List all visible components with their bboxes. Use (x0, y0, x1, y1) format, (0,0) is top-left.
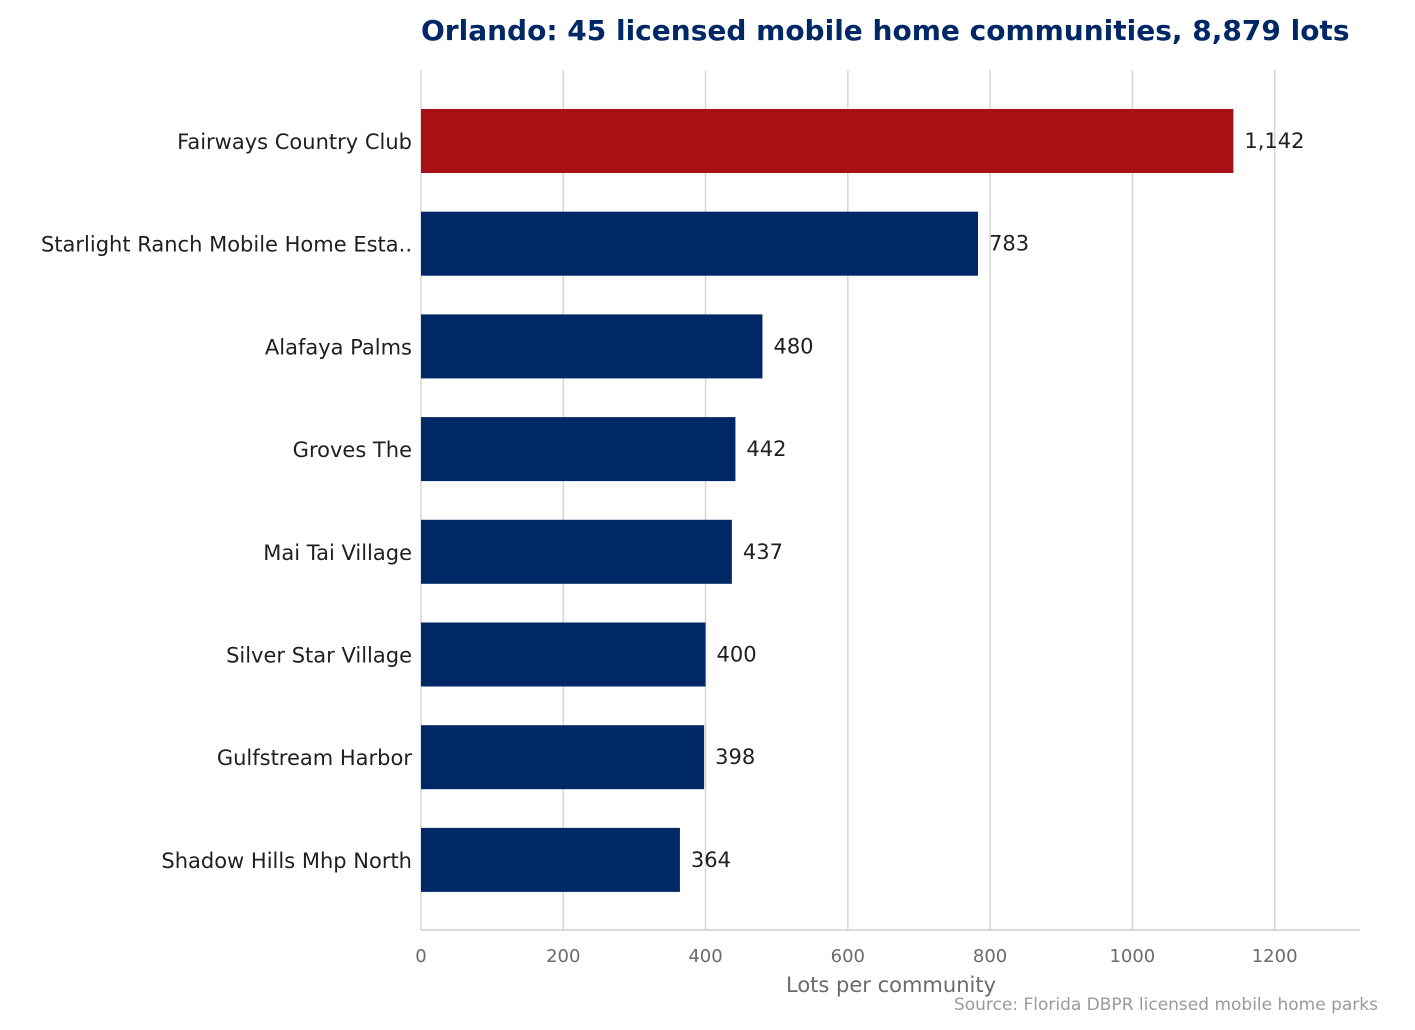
labels: 0 200 400 600 800 1000 1200 Fairways Country Cl… (41, 129, 1305, 967)
x-tick-label: 400 (688, 946, 722, 967)
bar (421, 725, 705, 790)
x-tick-label: 800 (973, 946, 1007, 967)
value-label: 400 (717, 643, 757, 667)
value-label: 1,142 (1244, 129, 1304, 153)
bar (421, 827, 680, 892)
category-label: Shadow Hills Mhp North (161, 849, 412, 873)
value-label: 442 (746, 437, 786, 461)
bar (421, 211, 978, 276)
value-label: 364 (691, 848, 731, 872)
category-label: Fairways Country Club (177, 130, 412, 154)
value-label: 783 (989, 232, 1029, 256)
x-tick-label: 0 (415, 946, 426, 967)
category-label: Mai Tai Village (263, 541, 412, 565)
value-label: 437 (743, 540, 783, 564)
category-label: Silver Star Village (226, 644, 412, 668)
bar (421, 622, 706, 687)
chart-title: Orlando: 45 licensed mobile home communi… (421, 14, 1349, 47)
category-label: Alafaya Palms (265, 335, 412, 359)
source-note: Source: Florida DBPR licensed mobile hom… (954, 995, 1378, 1015)
value-label: 480 (773, 334, 813, 358)
category-label: Starlight Ranch Mobile Home Esta.. (41, 233, 412, 257)
category-label: Gulfstream Harbor (217, 746, 413, 770)
x-axis-title: Lots per community (786, 973, 996, 997)
bar (421, 314, 763, 379)
x-tick-label: 200 (546, 946, 580, 967)
gridlines (420, 70, 1276, 930)
x-tick-label: 1000 (1109, 946, 1155, 967)
value-label: 398 (715, 745, 755, 769)
x-tick-label: 1200 (1252, 946, 1298, 967)
x-tick-label: 600 (831, 946, 865, 967)
bars (421, 109, 1234, 892)
bar-highlight (421, 109, 1234, 173)
category-label: Groves The (293, 438, 412, 462)
bar (421, 417, 736, 482)
bar (421, 519, 732, 584)
